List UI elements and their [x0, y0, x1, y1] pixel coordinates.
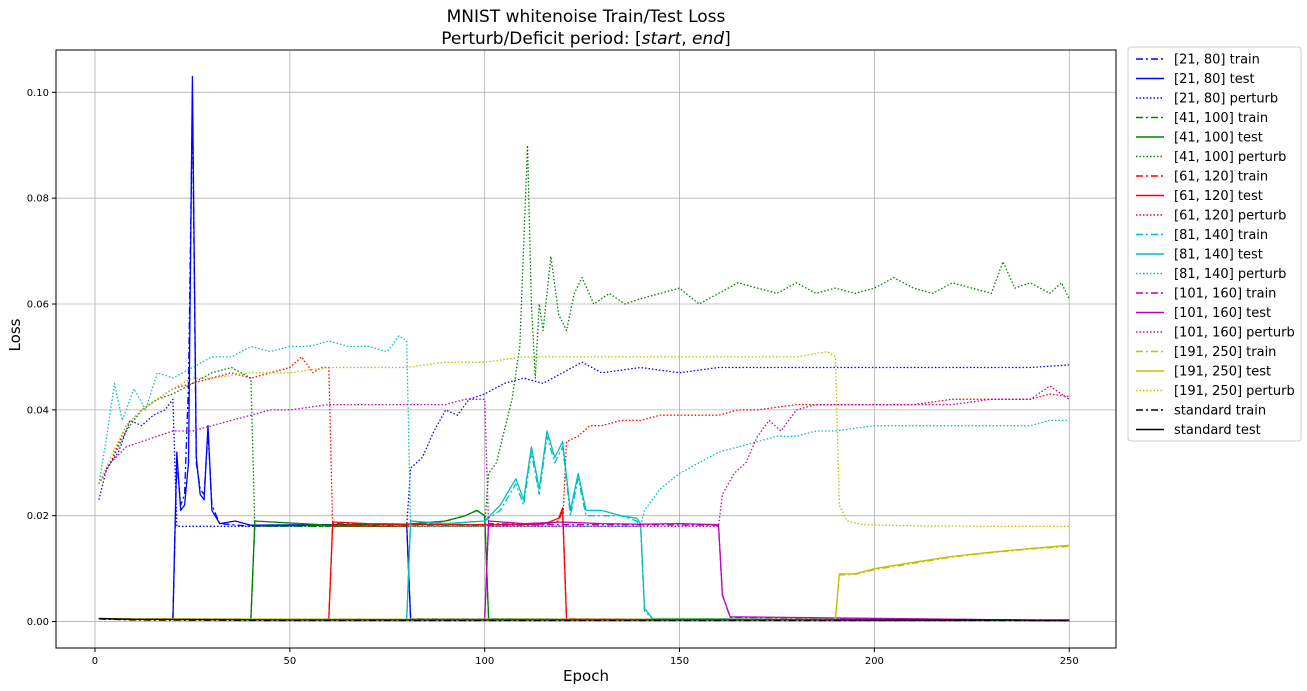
y-tick-label: 0.08 [27, 194, 49, 205]
x-tick-label: 200 [865, 656, 884, 667]
legend-label-0: [21, 80] train [1174, 53, 1260, 68]
y-tick-label: 0.10 [27, 88, 49, 99]
chart-subtitle-sep: , [681, 29, 692, 49]
chart-subtitle: Perturb/Deficit period: [start, end] [441, 29, 730, 49]
x-axis-label: Epoch [563, 667, 609, 685]
legend-label-9: [81, 140] train [1174, 228, 1268, 243]
legend-label-17: [191, 250] perturb [1174, 384, 1295, 399]
legend-label-7: [61, 120] test [1174, 189, 1263, 204]
series-line-7 [98, 507, 1070, 622]
legend-label-2: [21, 80] perturb [1174, 92, 1278, 107]
y-tick-label: 0.06 [27, 300, 49, 311]
x-tick-label: 250 [1060, 656, 1079, 667]
legend-label-13: [101, 160] test [1174, 306, 1271, 321]
series-line-14 [98, 385, 1070, 527]
series-line-11 [98, 335, 1070, 527]
chart-subtitle-start: start [642, 29, 683, 49]
x-tick-label: 50 [283, 656, 296, 667]
plot-series [98, 75, 1070, 622]
series-line-16 [98, 544, 1070, 621]
legend-label-5: [41, 100] perturb [1174, 150, 1286, 165]
y-tick-label: 0.00 [27, 617, 49, 628]
x-tick-label: 0 [92, 656, 98, 667]
legend-label-11: [81, 140] perturb [1174, 267, 1286, 282]
legend-label-1: [21, 80] test [1174, 72, 1255, 87]
y-axis-label: Loss [6, 318, 24, 351]
legend: [21, 80] train [21, 80] test [21, 80] pert… [1127, 46, 1302, 442]
plot-frame [55, 49, 1117, 649]
y-tick-label: 0.04 [27, 405, 49, 416]
legend-label-16: [191, 250] test [1174, 365, 1271, 380]
x-tick-label: 100 [475, 656, 494, 667]
chart-subtitle-end: end [692, 29, 724, 49]
legend-label-8: [61, 120] perturb [1174, 209, 1286, 224]
legend-label-18: standard train [1174, 404, 1266, 419]
chart-title: MNIST whitenoise Train/Test Loss [447, 7, 726, 27]
series-line-15 [98, 545, 1070, 621]
series-line-9 [98, 435, 1070, 622]
grid [56, 50, 1116, 648]
legend-label-4: [41, 100] test [1174, 131, 1263, 146]
series-line-5 [98, 144, 1070, 527]
axis-ticks: 0 50 100 150 200 250 0.00 0.02 0.04 0.06 0.08 0.10 [27, 88, 1079, 667]
series-line-1 [98, 75, 1070, 622]
x-tick-label: 150 [670, 656, 689, 667]
legend-label-12: [101, 160] train [1174, 287, 1276, 302]
series-line-10 [98, 430, 1070, 622]
series-line-4 [98, 509, 1070, 622]
series-line-0 [98, 102, 1070, 622]
series-line-19 [98, 617, 1070, 621]
y-tick-label: 0.02 [27, 511, 49, 522]
legend-label-15: [191, 250] train [1174, 345, 1276, 360]
chart-subtitle-prefix: Perturb/Deficit period: [ [441, 29, 641, 49]
legend-label-6: [61, 120] train [1174, 170, 1268, 185]
series-line-2 [98, 361, 1070, 527]
legend-box [1127, 46, 1302, 442]
series-line-13 [98, 520, 1070, 622]
legend-label-3: [41, 100] train [1174, 111, 1268, 126]
legend-label-10: [81, 140] test [1174, 248, 1263, 263]
legend-label-14: [101, 160] perturb [1174, 326, 1295, 341]
chart-subtitle-suffix: ] [724, 29, 731, 49]
series-line-12 [98, 522, 1070, 622]
legend-label-19: standard test [1174, 423, 1261, 438]
